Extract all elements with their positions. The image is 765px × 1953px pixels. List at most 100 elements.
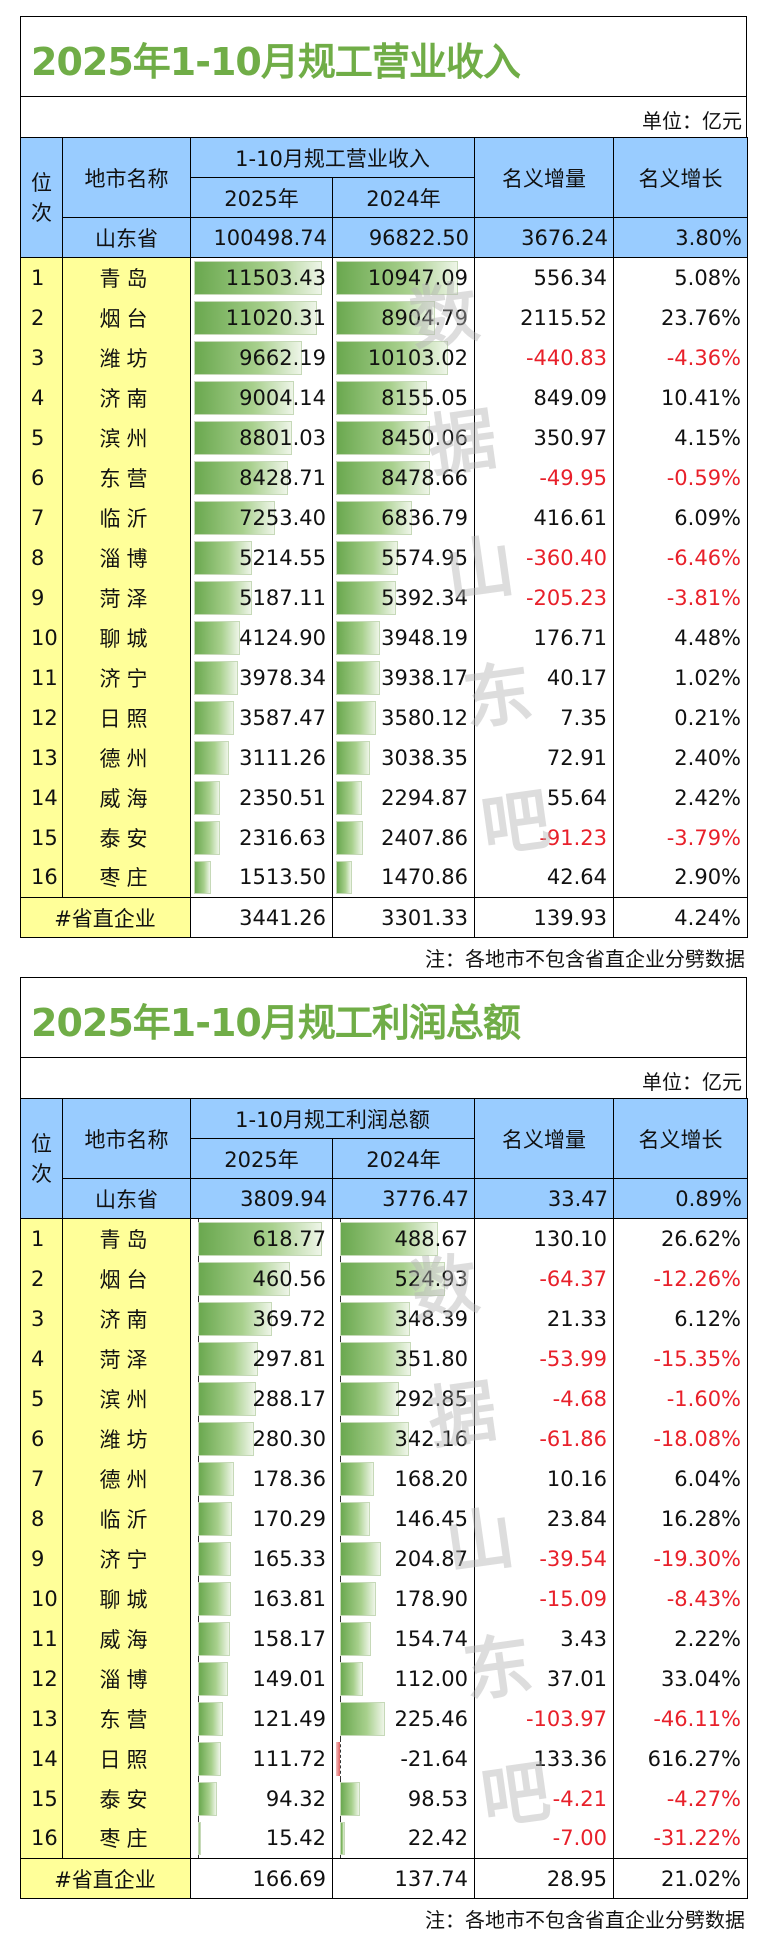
table-row: 11 威海 158.17 154.74 3.43 2.22% (20, 1618, 749, 1659)
data-bar (340, 1661, 363, 1696)
city-cell: 滨州 (62, 1378, 191, 1419)
data-bar (336, 380, 427, 415)
change-cell: -103.97 (474, 1698, 615, 1739)
section-title: 2025年1-10月规工利润总额 (31, 1001, 521, 1045)
data-bar (340, 1261, 446, 1296)
value-text: 3938.17 (381, 665, 469, 690)
growth-cell: -15.35% (613, 1338, 749, 1379)
data-bar (194, 460, 288, 495)
city-cell: 潍坊 (62, 1418, 191, 1459)
change-cell: -7.00 (474, 1818, 615, 1859)
data-bar (336, 340, 449, 375)
value-text: 22.42 (407, 1826, 469, 1851)
growth-cell: -0.59% (613, 457, 749, 498)
table-row: 15 泰安 2316.63 2407.86 -91.23 -3.79% (20, 817, 749, 858)
change-cell: 416.61 (474, 497, 615, 538)
value-text: 178.36 (252, 1466, 326, 1491)
value-2025-cell: 9004.14 (190, 377, 333, 418)
value-2024-cell: 292.85 (331, 1378, 476, 1419)
value-2024-cell: 488.67 (331, 1218, 476, 1259)
data-bar (194, 620, 240, 655)
value-2024-cell: 3948.19 (331, 617, 476, 658)
data-bar (336, 740, 370, 775)
province-2024: 3776.47 (331, 1178, 476, 1219)
value-text: 342.16 (394, 1426, 469, 1451)
data-bar (198, 1261, 291, 1296)
value-2024-cell: 524.93 (331, 1258, 476, 1299)
value-2024-cell: 6836.79 (331, 497, 476, 538)
data-bar (340, 1701, 386, 1736)
rank-cell: 13 (20, 737, 63, 778)
change-cell: 130.10 (474, 1218, 615, 1259)
value-text: 3580.12 (381, 705, 469, 730)
table-row: 12 日照 3587.47 3580.12 7.35 0.21% (20, 697, 749, 738)
table-row: 2 烟台 460.56 524.93 -64.37 -12.26% (20, 1258, 749, 1299)
data-bar (194, 580, 252, 615)
header-change: 名义增量 (474, 1098, 615, 1179)
value-text: 488.67 (394, 1226, 469, 1251)
data-bar (340, 1781, 360, 1816)
data-bar (336, 780, 362, 815)
province-row: 山东省 100498.74 96822.50 3676.24 3.80% (21, 217, 749, 258)
total-2024: 137.74 (331, 1858, 476, 1899)
data-bar (194, 500, 275, 535)
change-cell: 7.35 (474, 697, 615, 738)
value-text: 112.00 (394, 1666, 469, 1691)
data-bar (340, 1541, 382, 1576)
data-bar (194, 340, 302, 375)
data-bar (336, 860, 353, 894)
city-cell: 东营 (62, 457, 191, 498)
value-text: 111.72 (252, 1746, 326, 1771)
title-box: 2025年1-10月规工利润总额 (20, 977, 747, 1058)
value-2024-cell: 1470.86 (331, 857, 476, 898)
growth-cell: 26.62% (613, 1218, 749, 1259)
value-2025-cell: 15.42 (190, 1818, 333, 1859)
growth-cell: -4.36% (613, 337, 749, 378)
data-bar (336, 460, 431, 495)
change-cell: 10.16 (474, 1458, 615, 1499)
value-text: 178.90 (394, 1586, 469, 1611)
table-row: 5 滨州 8801.03 8450.06 350.97 4.15% (20, 417, 749, 458)
data-bar (336, 700, 376, 735)
city-cell: 潍坊 (62, 337, 191, 378)
province-change: 33.47 (474, 1178, 615, 1219)
value-2025-cell: 11020.31 (190, 297, 333, 338)
data-bar (336, 500, 413, 535)
change-cell: -53.99 (474, 1338, 615, 1379)
province-growth: 3.80% (613, 217, 749, 258)
rank-cell: 4 (20, 377, 63, 418)
value-2025-cell: 369.72 (190, 1298, 333, 1339)
city-cell: 临沂 (62, 1498, 191, 1539)
change-cell: -4.68 (474, 1378, 615, 1419)
city-cell: 济南 (62, 1298, 191, 1339)
total-change: 28.95 (474, 1858, 615, 1899)
data-bar (336, 1741, 341, 1776)
value-text: 225.46 (394, 1706, 469, 1731)
city-cell: 德州 (62, 737, 191, 778)
province-2025: 100498.74 (190, 217, 333, 258)
value-text: 11503.43 (225, 265, 326, 290)
city-cell: 菏泽 (62, 577, 191, 618)
growth-cell: 4.15% (613, 417, 749, 458)
header-subrow: 2025年 2024年 (21, 177, 748, 218)
province-2024: 96822.50 (331, 217, 476, 258)
value-text: 149.01 (252, 1666, 326, 1691)
change-cell: 55.64 (474, 777, 615, 818)
growth-cell: -3.81% (613, 577, 749, 618)
city-cell: 日照 (62, 697, 191, 738)
rank-cell: 7 (20, 497, 63, 538)
table-row: 5 滨州 288.17 292.85 -4.68 -1.60% (20, 1378, 749, 1419)
table-row: 12 淄博 149.01 112.00 37.01 33.04% (20, 1658, 749, 1699)
change-cell: 133.36 (474, 1738, 615, 1779)
growth-cell: 1.02% (613, 657, 749, 698)
rank-cell: 5 (20, 417, 63, 458)
header-row: 位次 地市名称 1-10月规工利润总额 名义增量 名义增长 (20, 1098, 749, 1219)
value-2024-cell: 3038.35 (331, 737, 476, 778)
city-cell: 济南 (62, 377, 191, 418)
value-2024-cell: 8450.06 (331, 417, 476, 458)
rank-cell: 9 (20, 1538, 63, 1579)
growth-cell: 6.09% (613, 497, 749, 538)
value-text: 288.17 (252, 1386, 326, 1411)
province-2025: 3809.94 (190, 1178, 333, 1219)
header-group: 1-10月规工利润总额 (189, 1098, 476, 1139)
